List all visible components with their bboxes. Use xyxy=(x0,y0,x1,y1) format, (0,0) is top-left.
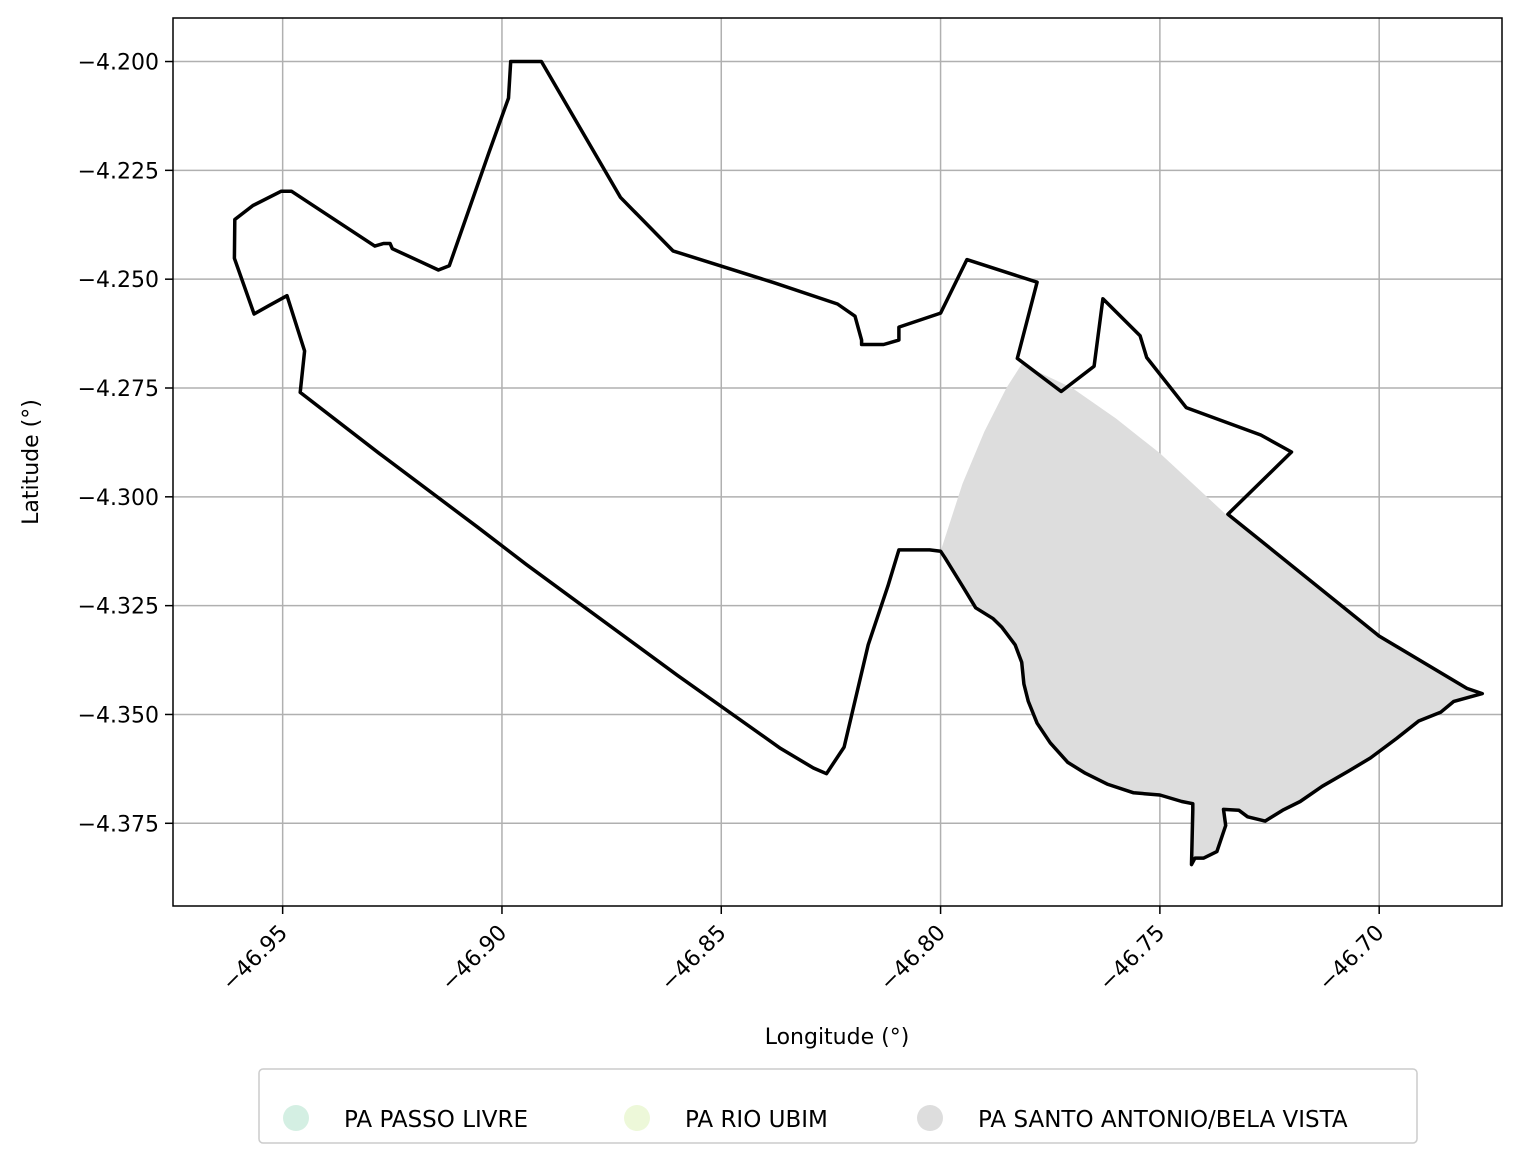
plot-frame xyxy=(172,17,1503,907)
y-tick-label: −4.275 xyxy=(78,377,159,402)
filled-region-santo-antonio xyxy=(940,364,1483,865)
legend: PA PASSO LIVRE PA RIO UBIM PA SANTO ANTONI… xyxy=(258,1068,1418,1144)
y-axis-label: Latitude (°) xyxy=(19,399,44,525)
legend-marker xyxy=(624,1105,650,1131)
y-tick-label: −4.375 xyxy=(78,812,159,837)
x-axis-label: Longitude (°) xyxy=(765,1025,910,1050)
y-tick-label: −4.250 xyxy=(78,268,159,293)
y-tick-label: −4.325 xyxy=(78,595,159,620)
grid-lines xyxy=(173,18,1502,906)
boundary-outline xyxy=(232,59,1485,867)
y-tick-label: −4.300 xyxy=(78,486,159,511)
legend-label: PA PASSO LIVRE xyxy=(344,1107,528,1133)
legend-label: PA SANTO ANTONIO/BELA VISTA xyxy=(978,1107,1348,1133)
y-tick-label: −4.225 xyxy=(78,159,159,184)
y-tick-label: −4.200 xyxy=(78,51,159,76)
legend-marker xyxy=(917,1105,943,1131)
legend-frame xyxy=(258,1068,1418,1144)
legend-label: PA RIO UBIM xyxy=(685,1107,828,1133)
legend-marker xyxy=(283,1105,309,1131)
y-tick-label: −4.350 xyxy=(78,703,159,728)
y-axis-ticks: −4.200 −4.225 −4.250 −4.275 −4.300 −4.325 −4.3… xyxy=(78,51,173,837)
